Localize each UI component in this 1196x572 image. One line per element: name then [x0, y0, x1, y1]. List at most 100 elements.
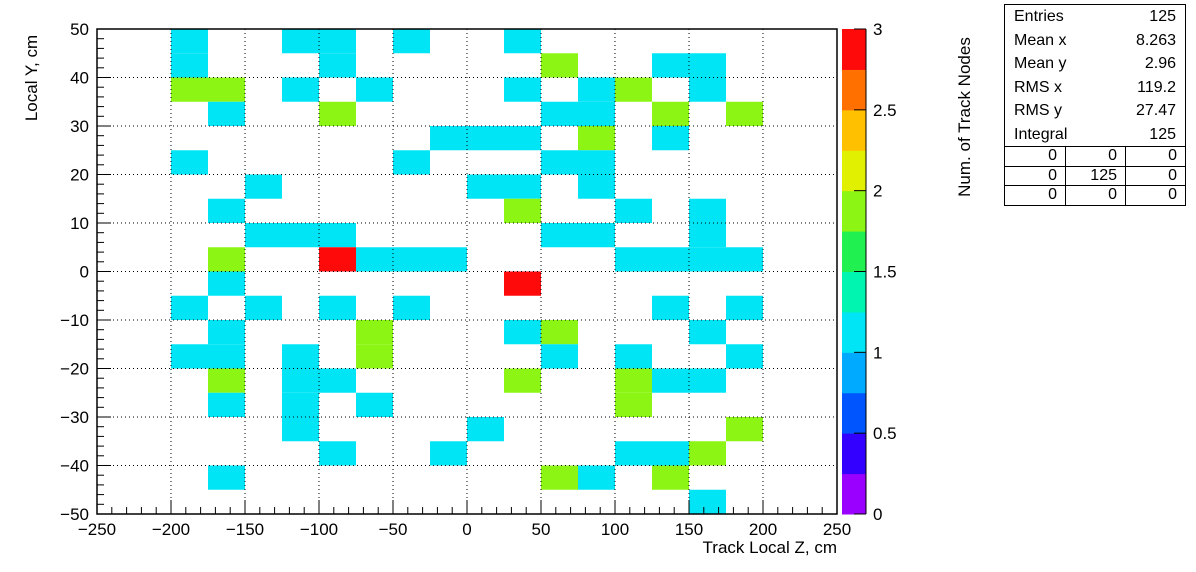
- stat-overflow-grid: 0 0 0 0 125 0 0 0 0: [1005, 146, 1185, 205]
- stat-grid-cell: 125: [1065, 165, 1125, 185]
- heatmap-cell: [245, 223, 282, 248]
- heatmap-cell: [467, 174, 504, 199]
- heatmap-cell: [467, 417, 504, 442]
- heatmap-cell: [689, 223, 726, 248]
- stat-grid-cell: 0: [1065, 146, 1125, 166]
- z-tick-label: 0.5: [873, 424, 897, 443]
- z-tick-label: 3: [873, 20, 882, 39]
- heatmap-cell: [541, 150, 578, 175]
- heatmap-cell: [356, 344, 393, 369]
- heatmap-cell: [652, 247, 689, 272]
- heatmap-cell: [208, 465, 245, 490]
- y-axis-title: Local Y, cm: [22, 35, 41, 121]
- heatmap-cell: [282, 29, 319, 54]
- heatmap-cell: [504, 271, 541, 296]
- x-axis-title: Track Local Z, cm: [703, 538, 837, 557]
- palette-band: [842, 311, 866, 353]
- x-tick-label: 50: [532, 520, 551, 539]
- stat-value: 125: [1149, 8, 1176, 25]
- heatmap-cell: [430, 247, 467, 272]
- heatmap-cell: [282, 223, 319, 248]
- y-tick-label: −20: [60, 360, 89, 379]
- heatmap-cell: [652, 126, 689, 151]
- heatmap-cell: [393, 295, 430, 320]
- heatmap-cell: [393, 29, 430, 54]
- z-tick-label: 2: [873, 182, 882, 201]
- y-tick-label: −50: [60, 505, 89, 524]
- y-tick-label: −10: [60, 311, 89, 330]
- y-tick-label: 30: [70, 117, 89, 136]
- y-tick-label: −40: [60, 457, 89, 476]
- heatmap-cell: [171, 344, 208, 369]
- palette-band: [842, 109, 866, 151]
- heatmap-cell: [282, 392, 319, 417]
- heatmap-cell: [726, 344, 763, 369]
- heatmap-cell: [689, 77, 726, 102]
- stats-box: Entries 125 Mean x 8.263 Mean y 2.96 RMS…: [1004, 4, 1186, 206]
- heatmap-cell: [319, 53, 356, 78]
- heatmap-cell: [319, 29, 356, 54]
- heatmap-cell: [541, 465, 578, 490]
- heatmap-cell: [541, 344, 578, 369]
- heatmap-cell: [652, 441, 689, 466]
- y-tick-label: 40: [70, 69, 89, 88]
- heatmap-cell: [726, 101, 763, 126]
- stat-value: 125: [1149, 125, 1176, 143]
- z-tick-label: 0: [873, 505, 882, 524]
- heatmap-cell: [689, 368, 726, 393]
- heatmap-cell: [319, 368, 356, 393]
- heatmap-cell: [726, 295, 763, 320]
- x-tick-label: −250: [78, 520, 116, 539]
- heatmap-cell: [393, 247, 430, 272]
- heatmap-cell: [208, 271, 245, 296]
- stat-grid-cell: 0: [1065, 185, 1125, 205]
- heatmap-cell: [726, 247, 763, 272]
- heatmap-cell: [171, 77, 208, 102]
- heatmap-cell: [356, 77, 393, 102]
- heatmap-cell: [615, 368, 652, 393]
- heatmap-cell: [430, 126, 467, 151]
- x-tick-label: 200: [749, 520, 777, 539]
- palette-band: [842, 69, 866, 111]
- x-tick-label: 150: [675, 520, 703, 539]
- heatmap-cell: [689, 198, 726, 223]
- heatmap-cell: [578, 126, 615, 151]
- heatmap-cell: [689, 320, 726, 345]
- stat-grid-cell: 0: [1005, 165, 1065, 186]
- heatmap-cell: [652, 101, 689, 126]
- heatmap-cell: [689, 247, 726, 272]
- heatmap-cell: [208, 101, 245, 126]
- x-tick-label: 100: [601, 520, 629, 539]
- stat-row-integral: Integral 125: [1005, 123, 1185, 147]
- heatmap-cell: [208, 344, 245, 369]
- stat-row-mean-y: Mean y 2.96: [1005, 52, 1185, 76]
- heatmap-cell: [171, 53, 208, 78]
- heatmap-cell: [578, 77, 615, 102]
- heatmap-cell: [689, 441, 726, 466]
- stat-label: Entries: [1014, 8, 1064, 25]
- stat-label: RMS y: [1014, 102, 1062, 119]
- heatmap-cell: [504, 29, 541, 54]
- stat-row-rms-x: RMS x 119.2: [1005, 76, 1185, 100]
- heatmap-cell: [615, 392, 652, 417]
- palette-band: [842, 150, 866, 192]
- heatmap-cell: [504, 126, 541, 151]
- y-tick-label: 20: [70, 166, 89, 185]
- stat-label: Mean x: [1014, 31, 1067, 49]
- y-tick-labels: −50 −40 −30 −20 −10 0 10 20 30 40 50: [60, 20, 89, 524]
- heatmap-cell: [578, 223, 615, 248]
- heatmap-cell: [208, 198, 245, 223]
- x-tick-label: −150: [226, 520, 264, 539]
- x-tick-label: −100: [300, 520, 338, 539]
- heatmap-cells: [171, 29, 763, 514]
- stat-row-mean-x: Mean x 8.263: [1005, 29, 1185, 53]
- stat-label: Mean y: [1014, 55, 1067, 72]
- stat-grid-cell: 0: [1005, 185, 1065, 205]
- stat-value: 119.2: [1137, 78, 1176, 96]
- heatmap-cell: [319, 101, 356, 126]
- heatmap-cell: [356, 247, 393, 272]
- axes: [96, 28, 838, 515]
- heatmap-cell: [504, 198, 541, 223]
- heatmap-cell: [689, 53, 726, 78]
- heatmap-cell: [282, 344, 319, 369]
